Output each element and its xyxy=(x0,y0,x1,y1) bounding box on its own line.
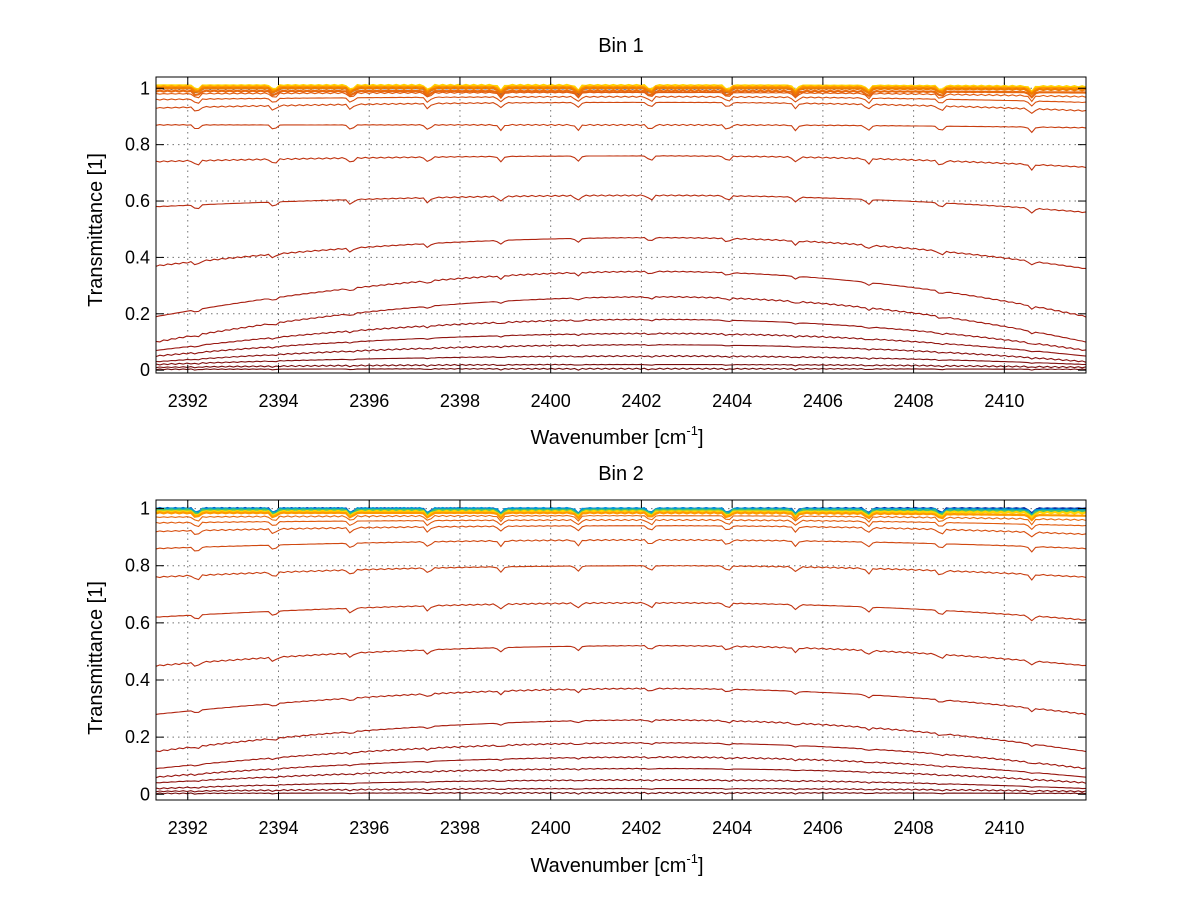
series-line xyxy=(155,155,1087,171)
x-tick-label: 2396 xyxy=(349,391,389,411)
x-tick-label: 2400 xyxy=(531,391,571,411)
series-line xyxy=(155,525,1087,538)
y-tick-label: 0.4 xyxy=(125,670,150,690)
series-line xyxy=(155,756,1087,779)
y-tick-label: 0 xyxy=(140,360,150,380)
series-line xyxy=(155,363,1087,369)
subplot-title: Bin 2 xyxy=(598,463,644,485)
x-tick-label: 2398 xyxy=(440,391,480,411)
x-tick-label: 2400 xyxy=(531,818,571,838)
series-line xyxy=(155,787,1087,793)
y-tick-label: 1 xyxy=(140,78,150,98)
x-tick-label: 2398 xyxy=(440,818,480,838)
series-line xyxy=(155,719,1087,753)
x-tick-label: 2410 xyxy=(984,818,1024,838)
series-line xyxy=(155,332,1087,358)
series-line xyxy=(155,123,1087,134)
y-tick-label: 0.8 xyxy=(125,556,150,576)
plot-frame xyxy=(155,499,1087,801)
x-tick-label: 2406 xyxy=(803,391,843,411)
series-line xyxy=(155,791,1087,795)
series-line xyxy=(155,354,1087,366)
series-line xyxy=(155,91,1087,103)
y-tick-label: 0.2 xyxy=(125,727,150,747)
x-tick-label: 2408 xyxy=(894,818,934,838)
series-line xyxy=(155,367,1087,371)
y-tick-label: 0.8 xyxy=(125,135,150,155)
series-line xyxy=(155,89,1087,99)
series-line xyxy=(155,741,1087,770)
series-line xyxy=(155,538,1087,553)
y-tick-label: 1 xyxy=(140,499,150,519)
x-tick-label: 2408 xyxy=(894,391,934,411)
y-tick-label: 0.6 xyxy=(125,613,150,633)
y-axis-label: Transmittance [1] xyxy=(85,581,107,735)
series-line xyxy=(155,101,1087,114)
series-line xyxy=(155,514,1087,526)
y-tick-label: 0.6 xyxy=(125,191,150,211)
x-tick-label: 2392 xyxy=(168,391,208,411)
series-line xyxy=(155,644,1087,667)
series-line xyxy=(155,778,1087,790)
series-line xyxy=(155,601,1087,622)
series-line xyxy=(155,295,1087,343)
series-line xyxy=(155,194,1087,214)
y-tick-label: 0 xyxy=(140,784,150,804)
series-line xyxy=(156,506,1087,518)
series-line xyxy=(155,767,1087,784)
series-line xyxy=(155,518,1087,531)
x-tick-label: 2394 xyxy=(258,818,298,838)
series-line xyxy=(155,511,1087,522)
x-tick-label: 2410 xyxy=(984,391,1024,411)
x-axis-label: Wavenumber [cm-1] xyxy=(530,851,703,877)
series-line xyxy=(155,687,1087,716)
x-tick-label: 2406 xyxy=(803,818,843,838)
subplot-title: Bin 1 xyxy=(598,35,644,57)
subplot-bin-2: Bin 2 2392 2394 2396 2398 2400 2402 2404 2406 24… xyxy=(85,463,1087,877)
series-line xyxy=(155,344,1087,363)
x-tick-label: 2402 xyxy=(621,818,661,838)
series-line xyxy=(155,318,1087,352)
series-line xyxy=(155,95,1087,107)
x-axis-label: Wavenumber [cm-1] xyxy=(530,423,703,449)
plot-frame xyxy=(155,76,1087,374)
series-line xyxy=(155,236,1086,269)
y-axis-label: Transmittance [1] xyxy=(85,153,107,307)
subplot-bin-1: Bin 1 2392 2394 2396 2398 2400 2402 2404 2406 24… xyxy=(85,35,1087,449)
series-line xyxy=(155,270,1087,318)
x-tick-label: 2396 xyxy=(349,818,389,838)
y-tick-label: 0.4 xyxy=(125,247,150,267)
series-line xyxy=(156,83,1087,94)
series-line xyxy=(155,564,1087,581)
x-tick-label: 2402 xyxy=(621,391,661,411)
x-tick-label: 2392 xyxy=(168,818,208,838)
y-tick-label: 0.2 xyxy=(125,304,150,324)
x-tick-label: 2394 xyxy=(258,391,298,411)
x-tick-label: 2404 xyxy=(712,818,752,838)
x-tick-label: 2404 xyxy=(712,391,752,411)
series-line xyxy=(155,86,1087,96)
